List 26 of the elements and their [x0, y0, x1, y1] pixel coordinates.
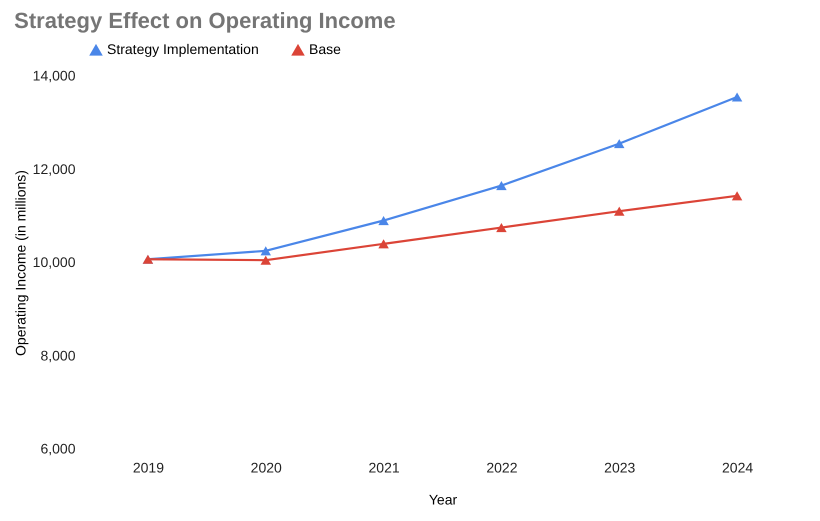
chart-title: Strategy Effect on Operating Income	[14, 8, 396, 33]
x-tick-label: 2023	[604, 460, 636, 476]
y-tick-label: 10,000	[32, 254, 76, 270]
point	[378, 216, 389, 226]
point	[732, 92, 742, 102]
point	[260, 256, 271, 265]
point	[614, 206, 624, 216]
y-tick-label: 8,000	[40, 347, 76, 364]
point	[496, 181, 507, 190]
x-tick-label: 2022	[486, 460, 518, 476]
point	[260, 246, 271, 256]
x-tick-label: 2019	[132, 460, 164, 476]
x-tick-label: 2024	[722, 460, 754, 476]
y-axis-title: Operating Income (in millions)	[12, 170, 29, 356]
x-tick-label: 2021	[368, 460, 400, 476]
x-axis-title: Year	[428, 492, 458, 508]
point	[614, 139, 624, 148]
point	[378, 239, 389, 248]
y-tick-label: 6,000	[40, 440, 76, 456]
x-tick-label: 2020	[250, 460, 282, 476]
legend-label: Base	[309, 41, 342, 58]
point	[496, 222, 507, 232]
legend-label: Strategy Implementation	[107, 41, 259, 58]
point	[732, 191, 742, 200]
y-tick-label: 14,000	[32, 68, 76, 84]
y-tick-label: 12,000	[32, 160, 76, 177]
